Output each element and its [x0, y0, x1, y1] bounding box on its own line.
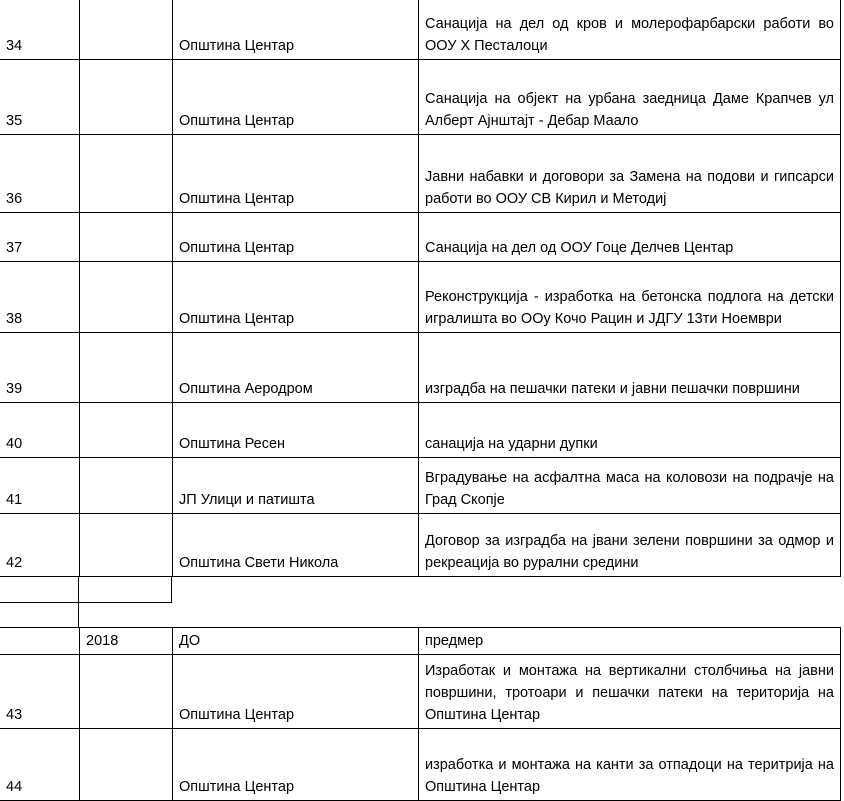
row-description: изградба на пешачки патеки и јавни пешач…	[425, 381, 800, 397]
row-number: 41	[6, 492, 23, 508]
row-entity-cell: ЈП Улици и патишта	[172, 458, 418, 513]
row-entity-cell: Општина Свети Никола	[172, 514, 418, 576]
row-entity-cell: Општина Центар	[172, 654, 418, 728]
row-number-cell: 40	[0, 403, 79, 457]
row-description-cell: Реконструкција - изработка на бетонска п…	[418, 262, 841, 332]
row-entity: Општина Центар	[179, 113, 295, 129]
row-entity: Општина Центар	[179, 779, 295, 795]
row-number-cell: 44	[0, 729, 79, 800]
row-description: Договор за изградба на јвани зелени повр…	[425, 533, 834, 571]
row-year-cell	[79, 262, 172, 332]
row-number: 37	[6, 240, 23, 256]
row-number-cell: 36	[0, 135, 79, 212]
row-description-cell: Договор за изградба на јвани зелени повр…	[418, 514, 841, 576]
row-year-cell	[79, 213, 172, 261]
row-entity-cell: Општина Аеродром	[172, 333, 418, 402]
row-year-cell	[79, 458, 172, 513]
row-description-cell: изградба на пешачки патеки и јавни пешач…	[418, 333, 841, 402]
row-entity: Општина Центар	[179, 311, 295, 327]
row-number: 35	[6, 113, 23, 129]
row-year-cell	[79, 729, 172, 800]
row-entity: ДО	[179, 633, 201, 649]
row-entity: Општина Центар	[179, 707, 295, 723]
row-number: 34	[6, 38, 23, 54]
row-year-cell: 2018	[79, 628, 172, 654]
row-entity: Општина Центар	[179, 38, 295, 54]
row-entity-cell: Општина Центар	[172, 729, 418, 800]
row-year-cell	[79, 514, 172, 576]
row-number-cell: 38	[0, 262, 79, 332]
row-description: Изработак и монтажа на вертикални столбч…	[425, 663, 834, 723]
row-number: 38	[6, 311, 23, 327]
row-description-cell: Санација на објект на урбана заедница Да…	[418, 60, 841, 134]
row-number-cell: 41	[0, 458, 79, 513]
row-description-cell: Вградување на асфалтна маса на коловози …	[418, 458, 841, 513]
row-description: Санација на дел од кров и молерофарбарск…	[425, 16, 834, 54]
row-number: 39	[6, 381, 23, 397]
row-description-cell: Санација на дел од ООУ Гоце Делчев Цента…	[418, 213, 841, 261]
empty-row-b	[0, 603, 841, 628]
row-description: изработка и монтажа на канти за отпадоци…	[425, 757, 834, 795]
row-number-cell: 35	[0, 60, 79, 134]
row-entity-cell: Општина Ресен	[172, 403, 418, 457]
row-entity: Општина Ресен	[179, 436, 286, 452]
row-description-cell: Изработак и монтажа на вертикални столбч…	[418, 654, 841, 728]
row-year-cell	[79, 60, 172, 134]
row-number: 40	[6, 436, 23, 452]
table-row: 36 Општина Центар Јавни набавки и договори…	[0, 135, 841, 213]
row-description: Јавни набавки и договори за Замена на по…	[425, 169, 834, 207]
table-row: 37 Општина Центар Санација на дел од ООУ Г…	[0, 213, 841, 262]
row-description: предмер	[425, 633, 484, 649]
table-row: 34 Општина Центар Санација на дел од кров …	[0, 0, 841, 60]
table-row: 39 Општина Аеродром изградба на пешачки па…	[0, 333, 841, 403]
table-row: 42 Општина Свети Никола Договор за изградб…	[0, 514, 841, 577]
row-year-cell	[79, 135, 172, 212]
row-number-cell: 34	[0, 0, 79, 59]
row-entity: Општина Свети Никола	[179, 555, 339, 571]
row-year-cell	[79, 654, 172, 728]
row-number-cell	[0, 628, 79, 654]
table-row: 44 Општина Центар изработка и монтажа на к…	[0, 729, 841, 801]
row-entity-cell: Општина Центар	[172, 262, 418, 332]
table-header-row: 2018 ДО предмер	[0, 628, 841, 655]
row-entity: Општина Центар	[179, 191, 295, 207]
row-number: 44	[6, 779, 23, 795]
row-description: Реконструкција - изработка на бетонска п…	[425, 289, 834, 327]
row-number-cell: 43	[0, 654, 79, 728]
row-year: 2018	[86, 633, 119, 649]
row-number: 42	[6, 555, 23, 571]
row-entity-cell: Општина Центар	[172, 0, 418, 59]
row-entity-cell: ДО	[172, 628, 418, 654]
row-description-cell: изработка и монтажа на канти за отпадоци…	[418, 729, 841, 800]
row-year-cell	[79, 0, 172, 59]
row-description-cell: санација на ударни дупки	[418, 403, 841, 457]
table-row: 43 Општина Центар Изработак и монтажа на в…	[0, 654, 841, 729]
table-row: 40 Општина Ресен санација на ударни дупки	[0, 403, 841, 458]
row-description: Вградување на асфалтна маса на коловози …	[425, 470, 834, 508]
row-description-cell: Јавни набавки и договори за Замена на по…	[418, 135, 841, 212]
empty-row-a	[0, 577, 172, 603]
row-number-cell: 42	[0, 514, 79, 576]
row-year-cell	[79, 333, 172, 402]
row-entity: Општина Центар	[179, 240, 295, 256]
table-row: 35 Општина Центар Санација на објект на ур…	[0, 60, 841, 135]
row-entity-cell: Општина Центар	[172, 60, 418, 134]
row-number-cell: 39	[0, 333, 79, 402]
row-description: Санација на дел од ООУ Гоце Делчев Цента…	[425, 240, 734, 256]
table-row: 41 ЈП Улици и патишта Вградување на асфалт…	[0, 458, 841, 514]
row-entity-cell: Општина Центар	[172, 135, 418, 212]
row-number-cell: 37	[0, 213, 79, 261]
row-year-cell	[79, 403, 172, 457]
row-description-cell: предмер	[418, 628, 841, 654]
row-description: санација на ударни дупки	[425, 436, 598, 452]
row-number: 43	[6, 707, 23, 723]
row-number: 36	[6, 191, 23, 207]
table-row: 38 Општина Центар Реконструкција - изработ…	[0, 262, 841, 333]
row-entity: ЈП Улици и патишта	[179, 492, 315, 508]
row-entity-cell: Општина Центар	[172, 213, 418, 261]
row-description: Санација на објект на урбана заедница Да…	[425, 91, 834, 129]
row-description-cell: Санација на дел од кров и молерофарбарск…	[418, 0, 841, 59]
row-entity: Општина Аеродром	[179, 381, 313, 397]
